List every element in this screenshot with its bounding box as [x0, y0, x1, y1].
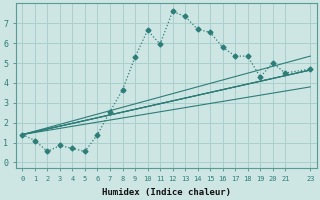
X-axis label: Humidex (Indice chaleur): Humidex (Indice chaleur) — [102, 188, 231, 197]
